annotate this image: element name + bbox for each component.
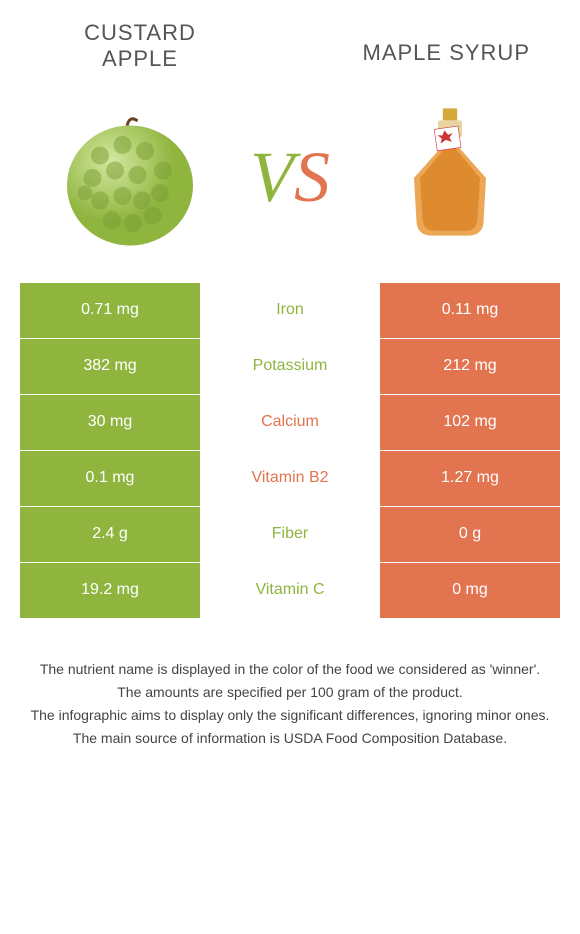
table-row: 0.1 mgVitamin B21.27 mg (20, 451, 560, 506)
right-value: 212 mg (380, 339, 560, 394)
header: Custard apple Maple syrup (0, 0, 580, 83)
vs-label: VS (250, 136, 330, 219)
left-value: 382 mg (20, 339, 200, 394)
left-value: 19.2 mg (20, 563, 200, 618)
nutrient-name: Iron (200, 283, 380, 338)
maple-syrup-image (370, 98, 530, 258)
left-value: 0.71 mg (20, 283, 200, 338)
footnote-line: The nutrient name is displayed in the co… (20, 659, 560, 680)
table-row: 382 mgPotassium212 mg (20, 339, 560, 394)
footnote-line: The infographic aims to display only the… (20, 705, 560, 726)
right-value: 0 mg (380, 563, 560, 618)
left-value: 0.1 mg (20, 451, 200, 506)
right-value: 102 mg (380, 395, 560, 450)
vs-v-letter: V (250, 137, 294, 217)
table-row: 0.71 mgIron0.11 mg (20, 283, 560, 338)
nutrient-name: Potassium (200, 339, 380, 394)
left-value: 2.4 g (20, 507, 200, 562)
right-value: 0 g (380, 507, 560, 562)
table-row: 19.2 mgVitamin C0 mg (20, 563, 560, 618)
footnote-line: The amounts are specified per 100 gram o… (20, 682, 560, 703)
left-value: 30 mg (20, 395, 200, 450)
right-value: 0.11 mg (380, 283, 560, 338)
nutrient-name: Calcium (200, 395, 380, 450)
right-value: 1.27 mg (380, 451, 560, 506)
nutrient-name: Vitamin B2 (200, 451, 380, 506)
right-food-title: Maple syrup (330, 20, 530, 73)
vs-s-letter: S (294, 137, 330, 217)
nutrient-name: Vitamin C (200, 563, 380, 618)
footnotes: The nutrient name is displayed in the co… (0, 619, 580, 749)
nutrient-table: 0.71 mgIron0.11 mg382 mgPotassium212 mg3… (0, 283, 580, 618)
table-row: 2.4 gFiber0 g (20, 507, 560, 562)
custard-apple-image (50, 98, 210, 258)
table-row: 30 mgCalcium102 mg (20, 395, 560, 450)
footnote-line: The main source of information is USDA F… (20, 728, 560, 749)
left-food-title: Custard apple (50, 20, 230, 73)
images-row: VS (0, 83, 580, 283)
nutrient-name: Fiber (200, 507, 380, 562)
